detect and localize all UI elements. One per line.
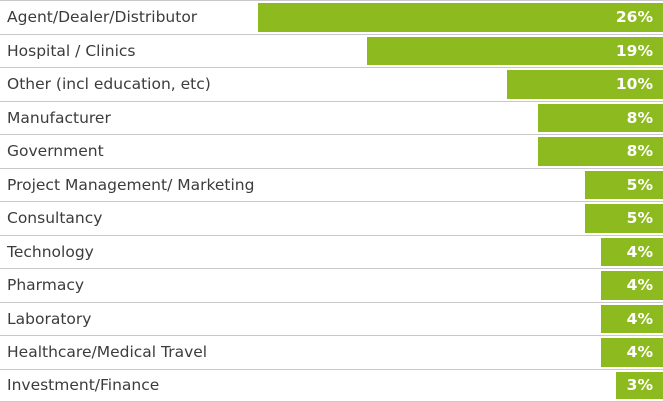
category-label: Hospital / Clinics xyxy=(7,35,135,68)
bar-value-label: 3% xyxy=(627,370,653,402)
bar-value-label: 26% xyxy=(616,1,653,34)
category-label: Agent/Dealer/Distributor xyxy=(7,1,197,34)
chart-row: Manufacturer 8% xyxy=(0,101,663,135)
chart-row: Pharmacy 4% xyxy=(0,268,663,302)
category-label: Project Management/ Marketing xyxy=(7,169,254,202)
bar-value-label: 5% xyxy=(627,169,653,202)
chart-row: Healthcare/Medical Travel 4% xyxy=(0,335,663,369)
bar-value-label: 4% xyxy=(627,236,653,269)
bar-value-label: 5% xyxy=(627,202,653,235)
chart-row: Project Management/ Marketing 5% xyxy=(0,168,663,202)
chart-row: Hospital / Clinics 19% xyxy=(0,34,663,68)
category-label: Other (incl education, etc) xyxy=(7,68,211,101)
chart-row: Technology 4% xyxy=(0,235,663,269)
category-label: Manufacturer xyxy=(7,102,111,135)
bar-value-label: 8% xyxy=(627,135,653,168)
bar xyxy=(258,3,663,32)
category-label: Government xyxy=(7,135,104,168)
bar-value-label: 4% xyxy=(627,269,653,302)
bar-value-label: 8% xyxy=(627,102,653,135)
chart-row: Investment/Finance 3% xyxy=(0,369,663,402)
chart-row: Consultancy 5% xyxy=(0,201,663,235)
chart-row: Laboratory 4% xyxy=(0,302,663,336)
category-label: Healthcare/Medical Travel xyxy=(7,336,207,369)
category-label: Laboratory xyxy=(7,303,91,336)
chart-row: Other (incl education, etc) 10% xyxy=(0,67,663,101)
category-label: Investment/Finance xyxy=(7,370,159,402)
bar-value-label: 4% xyxy=(627,336,653,369)
chart-row: Agent/Dealer/Distributor 26% xyxy=(0,0,663,34)
bar-value-label: 10% xyxy=(616,68,653,101)
category-label: Consultancy xyxy=(7,202,102,235)
bar-value-label: 4% xyxy=(627,303,653,336)
category-label: Technology xyxy=(7,236,94,269)
chart-row: Government 8% xyxy=(0,134,663,168)
bar-value-label: 19% xyxy=(616,35,653,68)
category-label: Pharmacy xyxy=(7,269,84,302)
